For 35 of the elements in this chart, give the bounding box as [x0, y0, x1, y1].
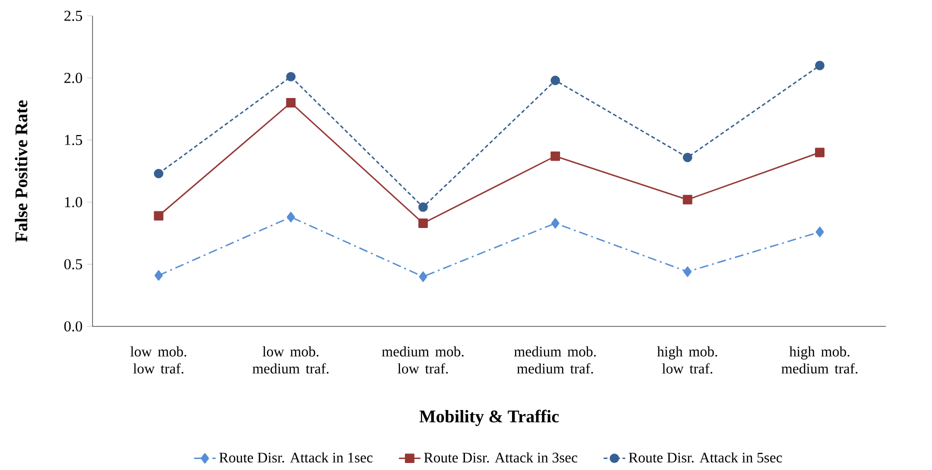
point [154, 211, 164, 221]
y-tick-label: 2.0 [64, 73, 82, 84]
point [418, 218, 428, 228]
x-tick-label: high mob. low traf. [657, 346, 718, 374]
point [286, 212, 295, 222]
point [551, 218, 560, 229]
x-tick-label: low mob. low traf. [130, 346, 186, 374]
legend-label: Route Disr. Attack in 3sec [424, 452, 578, 463]
x-tick-label: low mob. medium traf. [252, 346, 328, 374]
y-axis-title: False Positive Rate [14, 100, 28, 242]
point [682, 195, 692, 205]
point [550, 76, 560, 86]
y-tick-label: 1.5 [65, 135, 82, 146]
point [815, 148, 825, 158]
y-tick-label: 2.5 [64, 10, 82, 22]
x-tick-label: high mob. medium traf. [781, 346, 858, 374]
point [418, 272, 428, 282]
y-tick-label: 0.5 [64, 259, 82, 270]
point [683, 266, 692, 278]
point [550, 152, 560, 162]
point [154, 169, 164, 179]
y-tick-label: 0.0 [64, 321, 82, 332]
legend-label: Route Disr. Attack in 1sec [219, 452, 372, 463]
x-tick-label: medium mob. medium traf. [514, 346, 596, 374]
x-axis-title: Mobility & Traffic [419, 410, 559, 426]
point [816, 226, 824, 238]
y-tick-label: 1.0 [65, 197, 82, 208]
legend-label: Route Disr. Attack in 5sec [628, 452, 782, 463]
point [418, 202, 428, 212]
point [815, 61, 825, 70]
point [154, 270, 163, 281]
point [286, 98, 296, 108]
point [682, 152, 692, 162]
point [286, 72, 296, 82]
x-tick-label: medium mob. low traf. [382, 346, 464, 374]
